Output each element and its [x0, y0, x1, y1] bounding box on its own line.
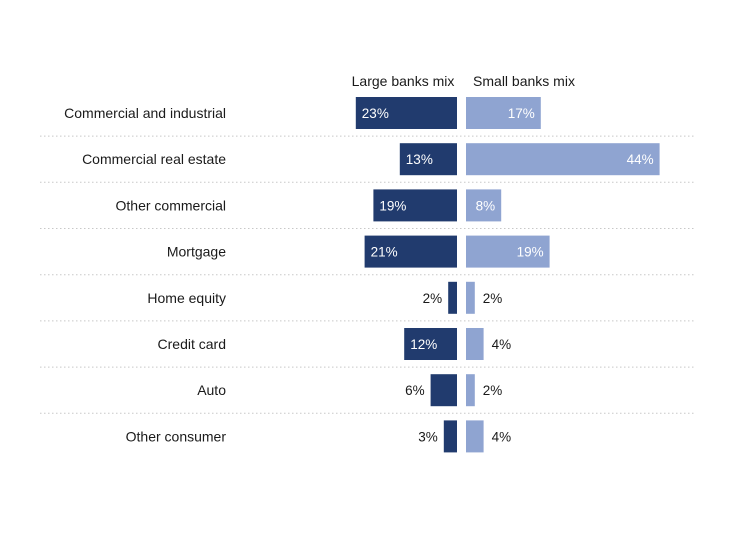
small-banks-value-label: 44%	[627, 152, 654, 167]
small-banks-bar	[466, 189, 502, 222]
small-banks-value-label: 2%	[483, 291, 503, 306]
category-label: Credit card	[158, 336, 226, 352]
small-banks-value-label: 19%	[517, 245, 544, 260]
small-banks-value-label: 4%	[492, 337, 512, 352]
small-banks-bar	[466, 235, 550, 268]
small-banks-bar	[466, 374, 475, 407]
small-banks-bar	[466, 281, 475, 314]
small-banks-value-label: 8%	[476, 198, 496, 213]
small-banks-bar	[466, 97, 541, 129]
large-banks-value-label: 3%	[418, 429, 438, 444]
large-banks-bar	[404, 328, 457, 360]
large-banks-value-label: 13%	[406, 152, 433, 167]
large-banks-header: Large banks mix	[352, 73, 455, 89]
category-label: Mortgage	[167, 244, 226, 260]
large-banks-value-label: 21%	[371, 245, 398, 260]
small-banks-value-label: 17%	[508, 106, 535, 121]
small-banks-value-label: 2%	[483, 383, 503, 398]
large-banks-bar	[373, 189, 457, 222]
large-banks-bar	[448, 281, 457, 314]
large-banks-bar	[430, 374, 457, 407]
category-label: Commercial and industrial	[64, 105, 226, 121]
large-banks-value-label: 12%	[410, 337, 437, 352]
large-banks-value-label: 6%	[405, 383, 425, 398]
large-banks-value-label: 19%	[379, 198, 406, 213]
large-banks-value-label: 2%	[423, 291, 443, 306]
small-banks-header: Small banks mix	[473, 73, 575, 89]
small-banks-value-label: 4%	[492, 429, 512, 444]
category-label: Auto	[197, 382, 226, 398]
large-banks-bar	[399, 143, 457, 176]
small-banks-bar	[466, 328, 484, 360]
chart-rows: Commercial and industrial 23% 17% Commercia…	[40, 97, 694, 453]
small-banks-bar	[466, 420, 484, 453]
category-label: Other consumer	[126, 428, 227, 444]
large-banks-bar	[443, 420, 457, 453]
small-banks-bar	[466, 143, 660, 176]
category-label: Other commercial	[116, 197, 226, 213]
large-banks-bar	[355, 97, 457, 129]
category-label: Home equity	[147, 290, 226, 306]
large-banks-value-label: 23%	[362, 106, 389, 121]
category-label: Commercial real estate	[82, 151, 226, 167]
large-banks-bar	[364, 235, 457, 268]
